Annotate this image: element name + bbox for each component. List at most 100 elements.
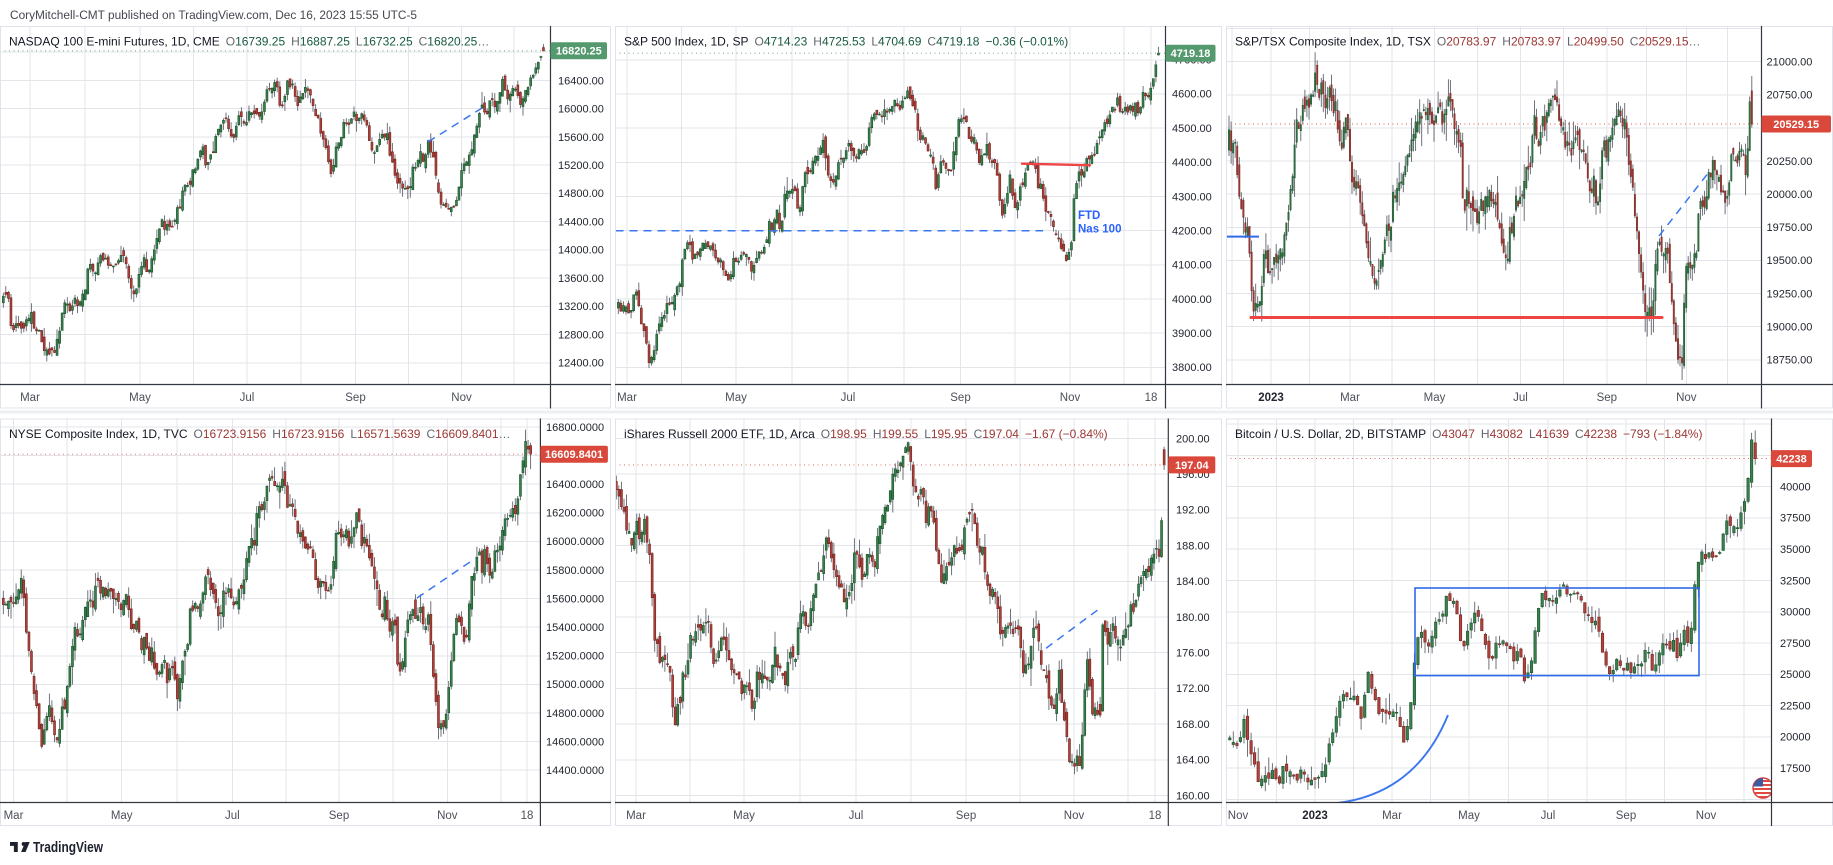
svg-text:14400.00: 14400.00 (558, 217, 604, 229)
svg-text:19500.00: 19500.00 (1767, 255, 1813, 267)
svg-text:18750.00: 18750.00 (1767, 355, 1813, 367)
svg-text:Mar: Mar (20, 392, 40, 404)
svg-text:Jul: Jul (1513, 392, 1528, 404)
svg-text:20000: 20000 (1780, 732, 1811, 744)
svg-text:S&P/TSX Composite Index, 1D, T: S&P/TSX Composite Index, 1D, TSX O20783.… (1235, 35, 1701, 49)
svg-text:16000.00: 16000.00 (558, 104, 604, 116)
svg-text:15200.0000: 15200.0000 (546, 651, 604, 663)
svg-text:14800.0000: 14800.0000 (546, 708, 604, 720)
svg-text:Nov: Nov (1228, 810, 1249, 822)
svg-text:May: May (111, 810, 133, 822)
svg-text:20750.00: 20750.00 (1767, 90, 1813, 102)
svg-text:4719.18: 4719.18 (1171, 48, 1211, 60)
svg-text:20529.15: 20529.15 (1773, 119, 1819, 131)
svg-text:Jul: Jul (225, 810, 240, 822)
svg-text:4200.00: 4200.00 (1172, 226, 1212, 238)
svg-text:18: 18 (1149, 810, 1162, 822)
svg-text:164.00: 164.00 (1176, 755, 1210, 767)
svg-text:184.00: 184.00 (1176, 576, 1210, 588)
svg-text:20250.00: 20250.00 (1767, 156, 1813, 168)
svg-text:Sep: Sep (950, 392, 970, 404)
svg-text:168.00: 168.00 (1176, 719, 1210, 731)
svg-text:14400.0000: 14400.0000 (546, 765, 604, 777)
svg-text:20000.00: 20000.00 (1767, 189, 1813, 201)
svg-text:Jul: Jul (841, 392, 856, 404)
svg-text:May: May (725, 392, 747, 404)
svg-text:Nas 100: Nas 100 (1078, 224, 1121, 236)
svg-text:FTD: FTD (1078, 210, 1100, 222)
svg-text:19750.00: 19750.00 (1767, 222, 1813, 234)
svg-text:16200.0000: 16200.0000 (546, 508, 604, 520)
svg-text:iShares Russell 2000 ETF, 1D,: iShares Russell 2000 ETF, 1D, Arca O198.… (624, 427, 1108, 441)
svg-text:Mar: Mar (1382, 810, 1402, 822)
svg-text:15800.0000: 15800.0000 (546, 565, 604, 577)
svg-text:15200.00: 15200.00 (558, 160, 604, 172)
svg-text:Sep: Sep (1616, 810, 1636, 822)
svg-text:Sep: Sep (1597, 392, 1617, 404)
svg-text:Bitcoin / U.S. Dollar, 2D, BIT: Bitcoin / U.S. Dollar, 2D, BITSTAMP O430… (1235, 427, 1702, 441)
svg-text:4100.00: 4100.00 (1172, 260, 1212, 272)
svg-text:19000.00: 19000.00 (1767, 322, 1813, 334)
svg-text:4600.00: 4600.00 (1172, 89, 1212, 101)
svg-text:4500.00: 4500.00 (1172, 123, 1212, 135)
svg-text:16800.0000: 16800.0000 (546, 422, 604, 434)
svg-text:TradingView: TradingView (33, 840, 104, 856)
svg-text:Sep: Sep (956, 810, 976, 822)
svg-text:35000: 35000 (1780, 544, 1811, 556)
svg-text:2023: 2023 (1302, 810, 1328, 822)
svg-text:17500: 17500 (1780, 763, 1811, 775)
svg-text:4000.00: 4000.00 (1172, 294, 1212, 306)
svg-text:18: 18 (521, 810, 534, 822)
svg-text:14800.00: 14800.00 (558, 188, 604, 200)
svg-text:16820.25: 16820.25 (556, 46, 602, 58)
svg-text:37500: 37500 (1780, 513, 1811, 525)
svg-text:32500: 32500 (1780, 575, 1811, 587)
svg-text:42238: 42238 (1776, 454, 1807, 466)
svg-text:18: 18 (1145, 392, 1158, 404)
svg-text:15600.00: 15600.00 (558, 132, 604, 144)
svg-text:May: May (1424, 392, 1446, 404)
svg-text:CoryMitchell-CMT published on: CoryMitchell-CMT published on TradingVie… (10, 8, 417, 22)
svg-text:16609.8401: 16609.8401 (545, 449, 603, 461)
svg-text:12800.00: 12800.00 (558, 330, 604, 342)
svg-text:Mar: Mar (626, 810, 646, 822)
svg-text:14000.00: 14000.00 (558, 245, 604, 257)
svg-text:Sep: Sep (345, 392, 365, 404)
svg-text:Nov: Nov (451, 392, 472, 404)
svg-text:Sep: Sep (329, 810, 349, 822)
svg-text:25000: 25000 (1780, 669, 1811, 681)
svg-text:30000: 30000 (1780, 607, 1811, 619)
svg-text:16000.0000: 16000.0000 (546, 536, 604, 548)
svg-text:200.00: 200.00 (1176, 433, 1210, 445)
svg-text:S&P 500 Index, 1D, SP O4714.23: S&P 500 Index, 1D, SP O4714.23 H4725.53 … (624, 35, 1068, 49)
svg-text:14600.0000: 14600.0000 (546, 736, 604, 748)
svg-text:172.00: 172.00 (1176, 683, 1210, 695)
svg-text:192.00: 192.00 (1176, 505, 1210, 517)
svg-text:May: May (129, 392, 151, 404)
svg-text:197.04: 197.04 (1175, 460, 1210, 472)
svg-text:21000.00: 21000.00 (1767, 56, 1813, 68)
svg-text:4400.00: 4400.00 (1172, 157, 1212, 169)
svg-text:13200.00: 13200.00 (558, 301, 604, 313)
svg-text:Mar: Mar (1340, 392, 1360, 404)
svg-text:Mar: Mar (4, 810, 24, 822)
svg-text:27500: 27500 (1780, 638, 1811, 650)
svg-text:Nov: Nov (1676, 392, 1697, 404)
svg-text:NYSE Composite Index, 1D, TVC: NYSE Composite Index, 1D, TVC O16723.915… (9, 427, 511, 441)
svg-text:3800.00: 3800.00 (1172, 362, 1212, 374)
svg-text:16400.00: 16400.00 (558, 75, 604, 87)
svg-text:Nov: Nov (1064, 810, 1085, 822)
svg-text:15000.0000: 15000.0000 (546, 679, 604, 691)
svg-text:2023: 2023 (1258, 392, 1284, 404)
svg-text:Jul: Jul (1541, 810, 1556, 822)
svg-text:May: May (733, 810, 755, 822)
svg-text:13600.00: 13600.00 (558, 273, 604, 285)
svg-text:Mar: Mar (617, 392, 637, 404)
svg-text:Jul: Jul (849, 810, 864, 822)
svg-text:4300.00: 4300.00 (1172, 191, 1212, 203)
svg-text:22500: 22500 (1780, 700, 1811, 712)
svg-text:May: May (1458, 810, 1480, 822)
svg-text:Nov: Nov (1696, 810, 1717, 822)
svg-text:15600.0000: 15600.0000 (546, 593, 604, 605)
svg-text:NASDAQ 100 E-mini Futures, 1D,: NASDAQ 100 E-mini Futures, 1D, CME O1673… (9, 35, 489, 49)
